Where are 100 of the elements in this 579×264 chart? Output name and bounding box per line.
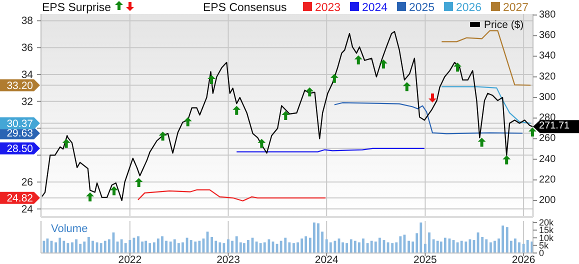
bar — [148, 243, 152, 253]
bar — [128, 240, 132, 253]
bar — [255, 242, 258, 253]
bar — [58, 238, 62, 253]
y-tick-label: 29.63 — [6, 128, 34, 140]
y2-tick-label: 360 — [539, 30, 556, 42]
bar — [502, 226, 504, 253]
point — [402, 82, 411, 92]
bar — [198, 240, 201, 253]
y-tick-label: 34 — [21, 68, 34, 81]
bar — [144, 240, 148, 253]
y2-tick-label: 260 — [539, 133, 556, 144]
bar — [362, 238, 364, 253]
bar — [124, 243, 127, 253]
legend-label: 2026 — [456, 2, 482, 14]
y2-tick-label: 380 — [539, 10, 556, 21]
bar — [83, 242, 86, 253]
bar — [87, 237, 90, 253]
bar — [304, 236, 308, 253]
y-tick-label: 38 — [21, 15, 34, 28]
x-tick-label: 2025 — [414, 254, 438, 264]
bar — [506, 227, 508, 253]
point — [354, 55, 362, 64]
annotation: EPS Surprise — [42, 2, 112, 14]
legend-label: 2023 — [315, 2, 341, 14]
point — [110, 186, 118, 196]
point — [208, 74, 216, 84]
legend-label: 2027 — [503, 2, 529, 14]
y-tick-label: 28.50 — [6, 142, 34, 155]
bar — [182, 242, 184, 253]
legend-title: EPS Consensus — [203, 2, 287, 14]
chart-title: Volume — [51, 223, 88, 235]
y-tick-label: 30.37 — [6, 118, 34, 130]
bar — [173, 239, 176, 253]
line-series — [334, 102, 524, 134]
bar — [259, 243, 262, 253]
bar — [518, 242, 520, 253]
y-tick-label: 5k — [539, 240, 550, 250]
bar — [420, 222, 422, 253]
point — [184, 117, 192, 126]
point — [428, 93, 436, 102]
bar — [342, 242, 344, 253]
y-tick-label: 15k — [539, 225, 554, 236]
line-series — [137, 189, 326, 202]
bar — [428, 232, 430, 253]
bar — [432, 239, 435, 253]
bar — [325, 239, 328, 253]
bar — [235, 236, 238, 253]
bar — [280, 240, 282, 253]
y-tick-label: 26 — [21, 176, 34, 189]
bar — [354, 240, 356, 253]
bar — [100, 243, 102, 253]
x-tick-label: 2023 — [216, 254, 240, 264]
point — [478, 138, 486, 147]
bar — [152, 242, 156, 253]
bar — [268, 239, 270, 253]
bar — [481, 237, 484, 253]
bar — [391, 243, 394, 253]
bar — [190, 240, 192, 253]
bar — [456, 242, 459, 253]
y-tick-label: 36 — [21, 42, 34, 54]
bar — [494, 240, 496, 253]
bar — [346, 243, 348, 253]
point — [62, 138, 70, 148]
bar — [408, 240, 410, 253]
bar — [71, 242, 74, 253]
bar — [485, 239, 488, 253]
bar — [440, 242, 442, 253]
bar — [366, 243, 369, 253]
bar — [242, 243, 246, 253]
point — [86, 192, 94, 202]
bar — [288, 242, 291, 253]
bar — [460, 240, 463, 253]
y2-tick-label: 200 — [539, 195, 556, 206]
bar — [62, 240, 66, 253]
y-tick-label: 10k — [539, 232, 554, 243]
bar — [177, 243, 180, 253]
bar — [137, 236, 140, 253]
bar — [284, 238, 287, 253]
bar — [464, 242, 468, 253]
bar — [436, 240, 439, 253]
bar — [79, 244, 82, 253]
bar — [378, 238, 381, 253]
point — [379, 59, 388, 68]
bar — [374, 242, 377, 253]
point — [528, 128, 536, 137]
line-series — [441, 86, 532, 124]
y2-tick-label: 240 — [539, 154, 556, 165]
bar — [227, 239, 230, 253]
bar — [263, 242, 266, 253]
y-tick-label: 0 — [539, 248, 544, 258]
legend-label: 2025 — [409, 2, 435, 14]
y2-tick-label: 271.71 — [539, 120, 570, 132]
line-series — [441, 30, 532, 86]
y2-tick-label: 320 — [539, 71, 556, 82]
legend-label: Price ($) — [484, 19, 524, 31]
bar — [300, 238, 304, 253]
legend-label: 2024 — [362, 2, 388, 14]
bar — [490, 242, 492, 253]
bar — [526, 240, 529, 253]
